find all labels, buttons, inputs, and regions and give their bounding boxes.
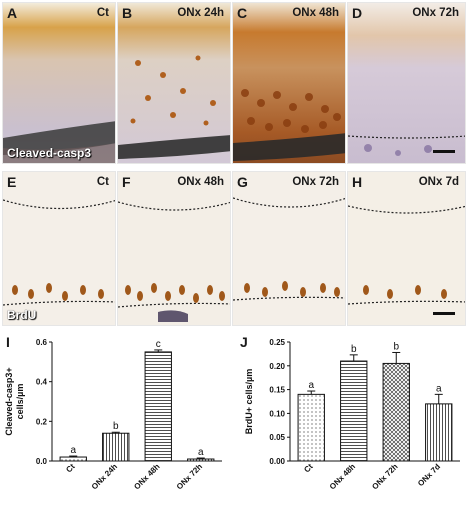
y-tick-label: 0.10 <box>269 409 285 418</box>
panel-letter: G <box>237 174 248 190</box>
panel-letter: F <box>122 174 131 190</box>
bar <box>340 360 368 462</box>
bar <box>297 393 325 462</box>
micrograph-A-image <box>3 3 115 163</box>
x-tick-label: ONx 24h <box>90 462 119 491</box>
significance-label: b <box>393 341 399 352</box>
panel-letter: D <box>352 5 363 21</box>
panel-condition-label: ONx 48h <box>292 7 339 19</box>
panel-condition-label: ONx 7d <box>418 176 459 188</box>
stain-label: BrdU <box>7 308 37 322</box>
y-tick-label: 0.20 <box>269 362 285 371</box>
x-tick-label: ONx 7d <box>416 462 442 488</box>
bar <box>59 456 87 462</box>
y-axis-label: BrdU+ cells/µm <box>244 369 254 434</box>
micrograph-F-image <box>118 172 230 325</box>
chart-I: I 0.0 0.2 0.4 0.6 Cleaved-casp3+ cells/µm a Ct b… <box>0 330 232 500</box>
panel-letter: A <box>7 5 18 21</box>
y-tick-label: 0.2 <box>36 417 48 426</box>
y-tick-label: 0.05 <box>269 433 285 442</box>
micrograph-C-image <box>233 3 345 163</box>
panel-condition-label: ONx 72h <box>412 7 459 19</box>
panel-letter: C <box>237 5 248 21</box>
micrograph-H-image <box>348 172 465 325</box>
bar <box>382 362 410 462</box>
y-axis-label: Cleaved-casp3+ <box>4 367 14 435</box>
x-tick-label: Ct <box>302 462 315 475</box>
bar <box>102 432 130 462</box>
chart-letter: J <box>240 334 248 350</box>
x-tick-label: Ct <box>64 462 77 475</box>
micrograph-panel-A: A Ct Cleaved-casp3 <box>2 2 116 164</box>
y-axis-label: cells/µm <box>15 384 25 420</box>
significance-label: b <box>113 421 119 432</box>
panel-letter: B <box>122 5 133 21</box>
scale-bar <box>433 150 455 153</box>
micrograph-D-image <box>348 3 465 163</box>
x-tick-label: ONx 48h <box>132 462 161 491</box>
micrograph-B-image <box>118 3 230 163</box>
y-tick-label: 0.6 <box>36 338 48 347</box>
chart-J: J 0.00 0.05 0.10 0.15 0.20 0.25 BrdU+ cells/µm… <box>234 330 468 500</box>
stain-label: Cleaved-casp3 <box>7 146 92 160</box>
x-tick-label: ONx 48h <box>328 462 357 491</box>
panel-condition-label: Ct <box>96 7 109 19</box>
x-tick-label: ONx 72h <box>175 462 204 491</box>
scale-bar <box>433 312 455 315</box>
y-tick-label: 0.15 <box>269 386 285 395</box>
micrograph-panel-F: F ONx 48h <box>117 171 231 326</box>
micrograph-panel-H: H ONx 7d <box>347 171 466 326</box>
significance-label: a <box>70 445 76 456</box>
micrograph-panel-B: B ONx 24h <box>117 2 231 164</box>
chart-letter: I <box>6 334 10 350</box>
micrograph-panel-D: D ONx 72h <box>347 2 466 164</box>
bar-chart-J: 0.00 0.05 0.10 0.15 0.20 0.25 BrdU+ cells/µm a C… <box>244 338 460 491</box>
y-tick-label: 0.25 <box>269 338 285 347</box>
panel-letter: H <box>352 174 363 190</box>
micrograph-panel-C: C ONx 48h <box>232 2 346 164</box>
x-tick-label: ONx 72h <box>370 462 399 491</box>
y-tick-label: 0.0 <box>36 457 48 466</box>
panel-condition-label: ONx 24h <box>177 7 224 19</box>
bar-chart-I: 0.0 0.2 0.4 0.6 Cleaved-casp3+ cells/µm a Ct b ON… <box>4 338 222 491</box>
bar <box>425 403 453 462</box>
significance-label: a <box>436 383 442 394</box>
significance-label: a <box>198 447 204 458</box>
micrograph-panel-G: G ONx 72h <box>232 171 346 326</box>
panel-letter: E <box>7 174 17 190</box>
y-tick-label: 0.4 <box>36 378 48 387</box>
micrograph-panel-E: E Ct BrdU <box>2 171 116 326</box>
bar <box>144 351 172 462</box>
micrograph-E-image <box>3 172 115 325</box>
bar <box>187 458 215 462</box>
significance-label: c <box>156 339 161 350</box>
micrograph-G-image <box>233 172 345 325</box>
significance-label: b <box>351 344 357 355</box>
panel-condition-label: Ct <box>96 176 109 188</box>
y-tick-label: 0.00 <box>269 457 285 466</box>
panel-condition-label: ONx 72h <box>292 176 339 188</box>
panel-condition-label: ONx 48h <box>177 176 224 188</box>
significance-label: a <box>308 380 314 391</box>
